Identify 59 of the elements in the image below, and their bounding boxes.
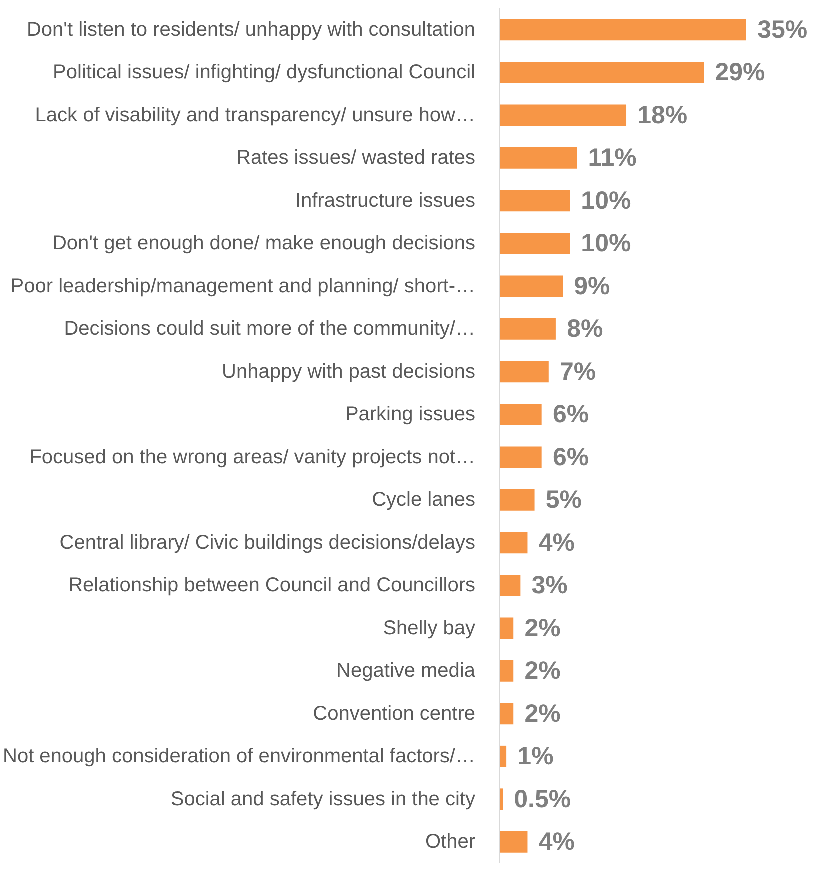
y-tick-label: Other — [425, 831, 476, 854]
data-label: 11% — [588, 144, 637, 172]
data-label: 35% — [758, 16, 808, 44]
data-label: 9% — [574, 272, 610, 300]
bar — [500, 574, 521, 596]
data-label: 29% — [715, 58, 766, 87]
y-tick-label: Political issues/ infighting/ dysfunctional Council — [53, 62, 476, 84]
bar — [500, 532, 528, 554]
bar — [500, 703, 514, 725]
bar — [500, 831, 528, 853]
bar — [500, 361, 549, 383]
y-tick-label: Don't listen to residents/ unhappy with consultation — [26, 18, 476, 41]
bar — [500, 746, 507, 768]
bar — [500, 446, 542, 468]
y-tick-label: Shelly bay — [383, 617, 476, 640]
data-label: 6% — [552, 443, 590, 472]
data-label: 18% — [638, 101, 688, 130]
data-label: 7% — [560, 358, 596, 386]
data-label: 3% — [532, 572, 568, 600]
data-label: 2% — [524, 614, 561, 642]
y-tick-label: Infrastructure issues — [295, 190, 476, 212]
data-label: 10% — [581, 186, 632, 215]
bar — [500, 618, 514, 640]
y-tick-label: Focused on the wrong areas/ vanity projects not… — [30, 446, 476, 468]
bar — [500, 404, 542, 426]
bar — [500, 318, 556, 340]
bar — [500, 276, 564, 298]
y-tick-label: Rates issues/ wasted rates — [236, 147, 476, 170]
y-tick-label: Cycle lanes — [372, 489, 476, 512]
data-label: 2% — [524, 657, 561, 686]
y-tick-label: Convention centre — [313, 702, 476, 725]
data-label: 0.5% — [514, 785, 572, 814]
data-label: 1% — [518, 742, 554, 771]
bar — [500, 660, 514, 682]
y-tick-label: Unhappy with past decisions — [222, 360, 476, 383]
data-label: 4% — [538, 828, 575, 856]
y-tick-label: Relationship between Council and Councillors — [68, 574, 476, 597]
bar — [500, 489, 535, 511]
bar — [500, 62, 704, 84]
bar — [500, 190, 570, 212]
data-label: 6% — [552, 400, 590, 429]
y-tick-label: Central library/ Civic buildings decisions/delays — [60, 532, 476, 554]
data-label: 5% — [546, 486, 582, 514]
data-label: 10% — [581, 230, 632, 258]
bar — [500, 147, 578, 169]
y-tick-label: Not enough consideration of environmental factors/… — [3, 746, 476, 768]
data-label: 4% — [538, 528, 575, 557]
y-tick-label: Lack of visability and transparency/ unsure how… — [35, 104, 476, 126]
y-tick-label: Don't get enough done/ make enough decisions — [52, 232, 476, 255]
data-label: 2% — [524, 700, 561, 728]
y-tick-label: Parking issues — [345, 404, 476, 426]
y-tick-label: Decisions could suit more of the community/… — [64, 318, 476, 340]
bar — [500, 232, 570, 254]
y-tick-label: Poor leadership/management and planning/ short-… — [10, 275, 476, 298]
y-tick-label: Negative media — [336, 660, 476, 682]
y-tick-label: Social and safety issues in the city — [170, 788, 476, 810]
bar — [500, 104, 627, 126]
data-label: 8% — [567, 315, 604, 344]
bar — [500, 19, 746, 41]
